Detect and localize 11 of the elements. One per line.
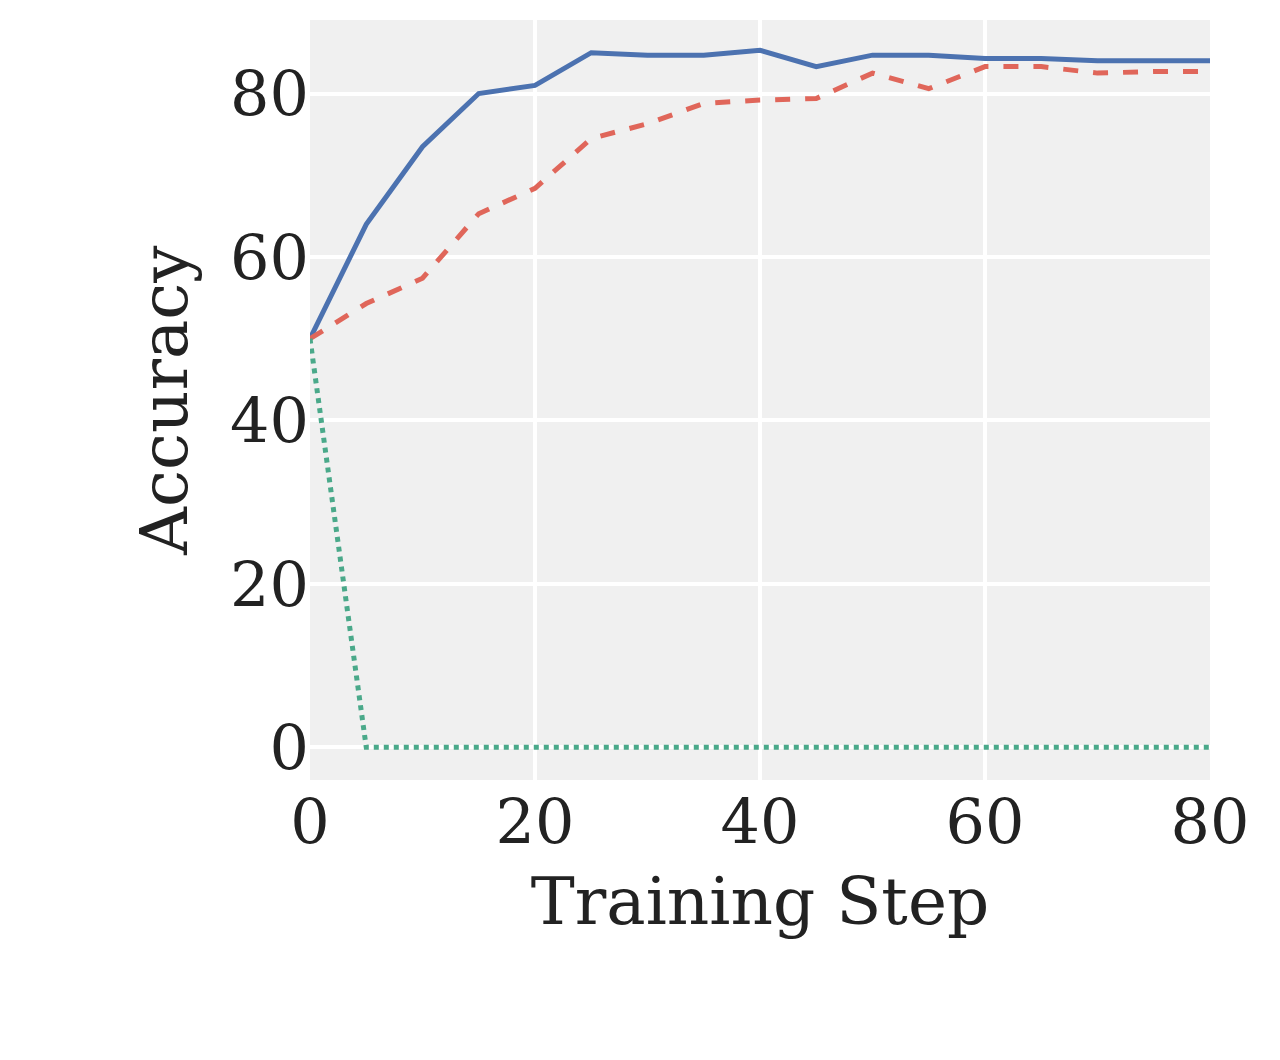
y-axis-title: Accuracy bbox=[126, 244, 204, 556]
x-axis-title: Training Step bbox=[530, 862, 990, 940]
x-tick-label: 80 bbox=[1170, 785, 1250, 858]
y-tick-label: 20 bbox=[230, 547, 309, 621]
x-tick-label: 20 bbox=[495, 785, 575, 858]
y-tick-label: 0 bbox=[269, 711, 309, 785]
x-tick-label: 40 bbox=[720, 785, 800, 858]
y-tick-label: 80 bbox=[230, 57, 309, 131]
y-tick-label: 40 bbox=[230, 384, 309, 458]
y-tick-label: 60 bbox=[230, 220, 309, 294]
x-tick-label: 60 bbox=[945, 785, 1025, 858]
